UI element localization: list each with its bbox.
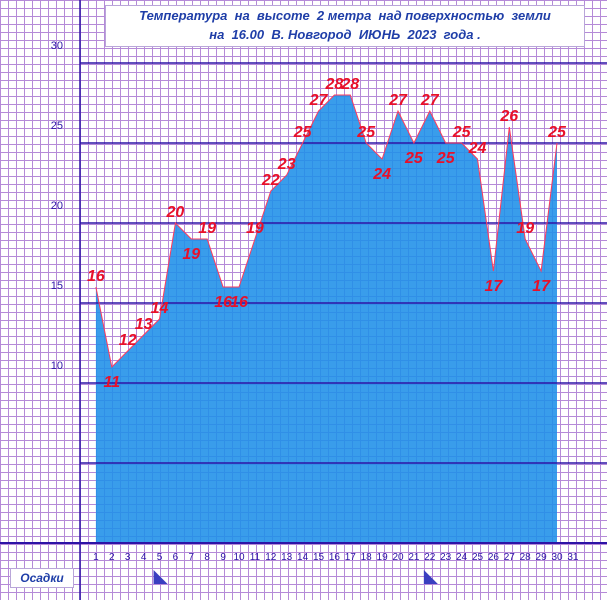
x-tick-label: 3 xyxy=(125,552,131,563)
data-label: 25 xyxy=(293,124,313,141)
precipitation-markers xyxy=(153,570,438,584)
x-axis-tick-labels: 1 2 3 4 5 6 7 8 9 10 11 12 13 14 15 16 17 18 19 20 21 22 23 24 2… xyxy=(93,552,579,563)
data-label: 26 xyxy=(499,108,518,125)
data-label: 13 xyxy=(135,316,153,333)
x-tick-label: 26 xyxy=(488,552,500,563)
data-label: 16 xyxy=(87,268,105,285)
data-label: 17 xyxy=(532,278,551,295)
data-label: 19 xyxy=(516,220,534,237)
x-tick-label: 22 xyxy=(424,552,436,563)
temperature-area-fill xyxy=(95,95,558,543)
temperature-line xyxy=(95,94,558,369)
x-tick-label: 25 xyxy=(472,552,484,563)
y-tick-label: 30 xyxy=(51,40,63,52)
data-label: 25 xyxy=(356,124,376,141)
data-label: 19 xyxy=(198,220,216,237)
data-label: 19 xyxy=(182,246,200,263)
x-tick-label: 28 xyxy=(520,552,532,563)
x-tick-label: 5 xyxy=(157,552,163,563)
chart-title-line-2: на 16.00 В. Новгород ИЮНЬ 2023 года . xyxy=(209,27,481,42)
x-tick-label: 4 xyxy=(141,552,147,563)
data-label: 25 xyxy=(452,124,472,141)
x-tick-label: 6 xyxy=(173,552,179,563)
x-tick-label: 8 xyxy=(204,552,210,563)
data-label: 24 xyxy=(468,140,487,157)
temperature-area xyxy=(95,95,558,543)
x-tick-label: 18 xyxy=(361,552,373,563)
data-label: 25 xyxy=(547,124,567,141)
y-axis-tick-labels: 10 15 20 25 30 xyxy=(51,40,63,372)
data-label: 12 xyxy=(119,332,137,349)
x-tick-label: 7 xyxy=(189,552,195,563)
data-label: 27 xyxy=(388,92,408,109)
chart-title: Температура на высоте 2 метра над поверх… xyxy=(105,5,585,47)
data-label: 22 xyxy=(261,172,280,189)
x-tick-label: 24 xyxy=(456,552,468,563)
x-tick-label: 29 xyxy=(536,552,548,563)
precipitation-label: Осадки xyxy=(10,568,74,588)
x-tick-label: 31 xyxy=(567,552,579,563)
x-tick-label: 13 xyxy=(281,552,293,563)
x-tick-label: 20 xyxy=(392,552,404,563)
data-label: 19 xyxy=(246,220,264,237)
data-label: 23 xyxy=(277,156,296,173)
data-label: 14 xyxy=(151,300,169,317)
data-label: 24 xyxy=(372,166,391,183)
x-tick-label: 16 xyxy=(329,552,341,563)
precipitation-marker-icon xyxy=(153,570,168,584)
data-labels: 1611121314201919161619222325272828252427… xyxy=(87,76,567,391)
x-tick-label: 2 xyxy=(109,552,115,563)
data-label: 25 xyxy=(404,150,424,167)
temperature-series-line xyxy=(95,94,558,369)
x-tick-label: 10 xyxy=(233,552,245,563)
x-tick-label: 23 xyxy=(440,552,452,563)
x-tick-label: 27 xyxy=(504,552,516,563)
x-tick-label: 15 xyxy=(313,552,325,563)
x-tick-label: 14 xyxy=(297,552,309,563)
x-tick-label: 1 xyxy=(93,552,99,563)
data-label: 16 xyxy=(230,294,248,311)
data-label: 27 xyxy=(309,92,329,109)
data-label: 27 xyxy=(420,92,440,109)
data-label: 17 xyxy=(485,278,504,295)
x-tick-label: 19 xyxy=(377,552,389,563)
data-label: 28 xyxy=(325,76,344,93)
chart-title-line-1: Температура на высоте 2 метра над поверх… xyxy=(139,8,551,23)
data-label: 25 xyxy=(436,150,456,167)
data-label: 28 xyxy=(340,76,359,93)
x-tick-label: 12 xyxy=(265,552,277,563)
y-tick-label: 10 xyxy=(51,360,63,372)
data-label: 20 xyxy=(166,204,185,221)
x-tick-label: 30 xyxy=(551,552,563,563)
x-tick-label: 21 xyxy=(408,552,420,563)
data-label: 11 xyxy=(103,374,120,391)
y-tick-label: 20 xyxy=(51,200,63,212)
data-label: 16 xyxy=(214,294,232,311)
y-tick-label: 25 xyxy=(51,120,63,132)
precipitation-marker-icon xyxy=(423,570,438,584)
x-tick-label: 17 xyxy=(345,552,357,563)
y-tick-label: 15 xyxy=(51,280,63,292)
x-tick-label: 9 xyxy=(220,552,226,563)
x-tick-label: 11 xyxy=(250,552,261,563)
